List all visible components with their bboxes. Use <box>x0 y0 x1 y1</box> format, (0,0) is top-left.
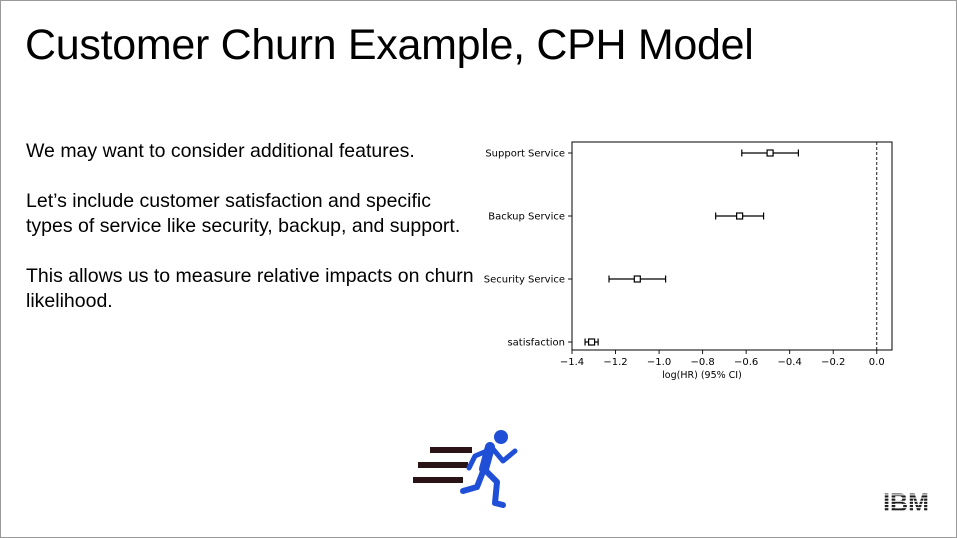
y-tick-label: Security Service <box>484 275 565 286</box>
x-tick-label: −0.2 <box>821 357 845 368</box>
coef-point <box>736 212 744 220</box>
coef-point <box>587 338 596 346</box>
x-tick-label: −0.8 <box>690 357 714 368</box>
speed-lines <box>413 447 472 483</box>
y-tick-label: Backup Service <box>488 212 565 223</box>
x-tick-label: −1.0 <box>647 357 671 368</box>
y-tick-label: satisfaction <box>507 338 565 349</box>
runner-figure <box>460 430 518 508</box>
ibm-logo: IBM <box>883 489 929 515</box>
ibm-logo-text: IBM <box>883 489 929 515</box>
body-paragraph-2: Let’s include customer satisfaction and … <box>26 190 461 237</box>
cph-forest-plot: −1.4 −1.2 −1.0 −0.8 −0.6 −0.4 −0.2 0.0 log(HR) (… <box>484 141 893 381</box>
x-axis-label: log(HR) (95% CI) <box>662 370 742 381</box>
x-tick-label: −0.4 <box>778 357 802 368</box>
x-tick-label: −1.4 <box>560 357 584 368</box>
x-tick-label: −1.2 <box>603 357 627 368</box>
plot-frame <box>571 141 893 351</box>
slide-body: We may want to consider additional featu… <box>26 139 481 339</box>
running-person-icon <box>413 430 518 508</box>
slide-title: Customer Churn Example, CPH Model <box>25 21 754 69</box>
x-tick-label: −0.6 <box>734 357 758 368</box>
coef-point <box>766 149 774 157</box>
x-tick-label: 0.0 <box>869 357 885 368</box>
y-tick-label: Support Service <box>485 149 565 160</box>
body-paragraph-3: This allows us to measure relative impac… <box>26 265 474 312</box>
coef-point <box>633 275 641 283</box>
body-paragraph-1: We may want to consider additional featu… <box>26 140 415 162</box>
